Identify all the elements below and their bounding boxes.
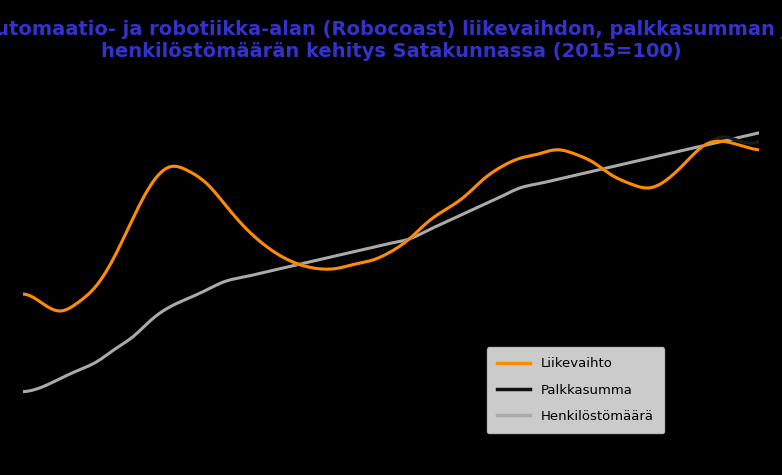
Title: Automaatio- ja robotiikka-alan (Robocoast) liikevaihdon, palkkasumman ja
henkilö: Automaatio- ja robotiikka-alan (Robocoas… — [0, 20, 782, 61]
Legend: Liikevaihto, Palkkasumma, Henkilöstömäärä: Liikevaihto, Palkkasumma, Henkilöstömäär… — [486, 347, 664, 433]
